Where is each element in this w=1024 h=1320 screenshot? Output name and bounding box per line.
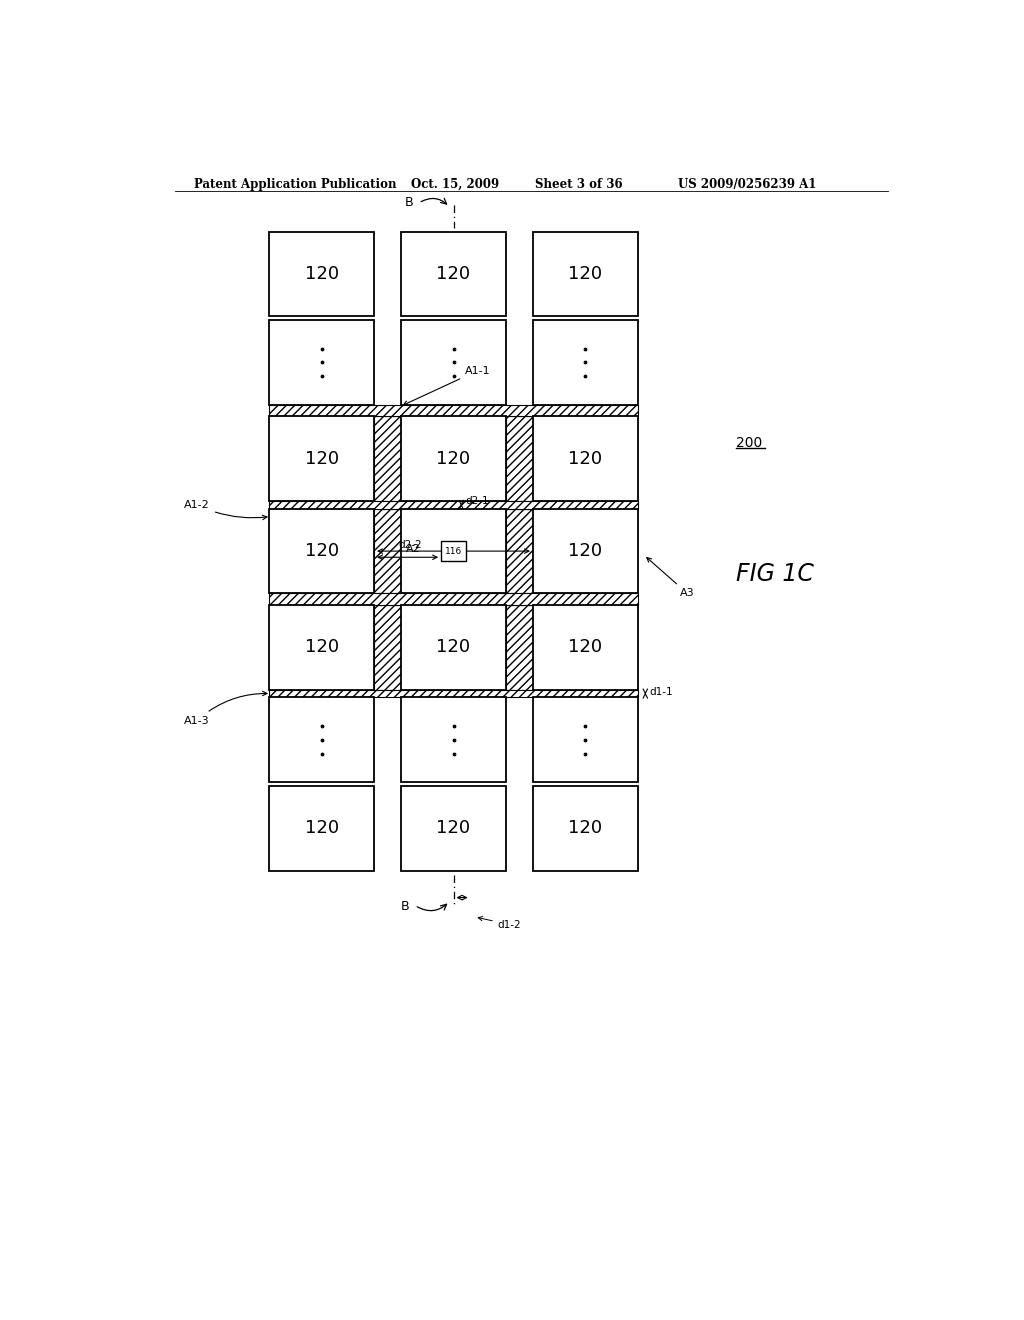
- Bar: [401, 697, 506, 781]
- Bar: [401, 321, 506, 405]
- Text: FIG 1C: FIG 1C: [736, 562, 814, 586]
- Bar: [269, 416, 374, 502]
- Text: B: B: [400, 900, 410, 913]
- Text: 120: 120: [568, 639, 602, 656]
- Bar: [401, 416, 506, 502]
- Bar: [401, 785, 506, 871]
- Bar: [532, 605, 638, 689]
- Text: 120: 120: [305, 543, 339, 560]
- Text: 120: 120: [305, 265, 339, 282]
- Bar: [269, 690, 638, 697]
- Bar: [506, 605, 532, 689]
- Bar: [269, 594, 638, 605]
- Bar: [532, 508, 638, 594]
- Text: d1-2: d1-2: [478, 916, 521, 929]
- Bar: [532, 785, 638, 871]
- Text: Oct. 15, 2009: Oct. 15, 2009: [411, 178, 499, 190]
- Text: 120: 120: [305, 639, 339, 656]
- Text: 120: 120: [568, 265, 602, 282]
- Text: 116: 116: [444, 546, 462, 556]
- Bar: [401, 231, 506, 317]
- Bar: [506, 416, 532, 502]
- Text: 120: 120: [568, 543, 602, 560]
- Bar: [374, 416, 401, 502]
- Text: d2-1: d2-1: [465, 496, 488, 506]
- Text: 120: 120: [436, 450, 471, 467]
- Bar: [269, 785, 374, 871]
- Text: 120: 120: [305, 820, 339, 837]
- Bar: [269, 697, 374, 781]
- Text: 120: 120: [305, 450, 339, 467]
- Text: 120: 120: [436, 820, 471, 837]
- Bar: [374, 605, 401, 689]
- Text: 120: 120: [436, 639, 471, 656]
- Text: d2-2: d2-2: [398, 540, 422, 549]
- Text: 120: 120: [436, 265, 471, 282]
- Text: Sheet 3 of 36: Sheet 3 of 36: [535, 178, 623, 190]
- Bar: [269, 321, 374, 405]
- Text: d1-1: d1-1: [649, 686, 673, 697]
- Bar: [441, 541, 466, 561]
- Text: A1-1: A1-1: [403, 366, 490, 405]
- Bar: [269, 508, 374, 594]
- Bar: [269, 605, 374, 689]
- Bar: [401, 508, 506, 594]
- Bar: [401, 605, 506, 689]
- Bar: [269, 502, 638, 508]
- Bar: [506, 508, 532, 594]
- Bar: [532, 697, 638, 781]
- Text: A1-2: A1-2: [184, 500, 267, 520]
- Bar: [374, 508, 401, 594]
- Text: US 2009/0256239 A1: US 2009/0256239 A1: [678, 178, 816, 190]
- Bar: [269, 231, 374, 317]
- Text: A3: A3: [647, 557, 695, 598]
- Bar: [532, 416, 638, 502]
- Bar: [532, 231, 638, 317]
- Bar: [532, 321, 638, 405]
- Text: 200: 200: [736, 437, 763, 450]
- Text: A1-3: A1-3: [184, 692, 267, 726]
- Text: 120: 120: [568, 450, 602, 467]
- Bar: [269, 405, 638, 416]
- Text: 120: 120: [568, 820, 602, 837]
- Text: B: B: [404, 195, 414, 209]
- Text: Patent Application Publication: Patent Application Publication: [194, 178, 396, 190]
- Text: A2: A2: [407, 544, 421, 554]
